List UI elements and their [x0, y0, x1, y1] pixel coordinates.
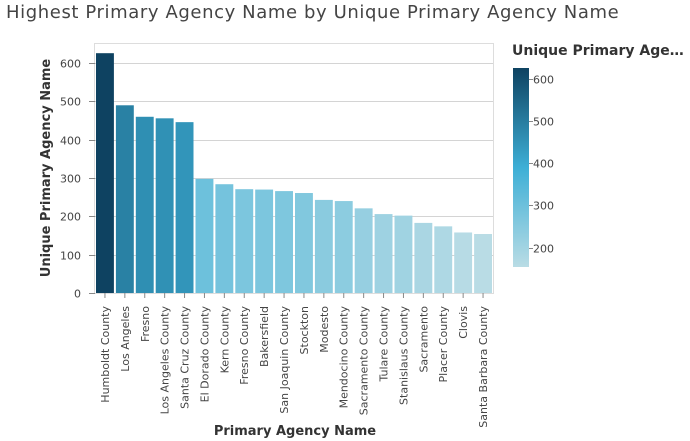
x-tick-label: Sacramento County — [358, 306, 371, 416]
legend-title: Unique Primary Age… — [512, 43, 684, 59]
chart-title: Highest Primary Agency Name by Unique Pr… — [6, 2, 620, 23]
bar[interactable] — [374, 214, 393, 293]
y-tick-label: 500 — [60, 96, 81, 109]
legend-tick-label: 300 — [533, 200, 554, 213]
grid-lines — [95, 63, 493, 294]
legend-tick-label: 200 — [533, 243, 554, 256]
bar[interactable] — [255, 189, 274, 293]
bar[interactable] — [195, 178, 214, 293]
x-tick-label: Santa Cruz County — [179, 306, 192, 409]
bar[interactable] — [115, 105, 134, 293]
bar[interactable] — [135, 116, 154, 293]
y-tick-label: 100 — [60, 250, 81, 263]
x-tick-label: Kern County — [218, 306, 231, 374]
x-tick-label: Humboldt County — [99, 306, 112, 403]
x-tick-label: El Dorado County — [198, 306, 211, 403]
bar[interactable] — [474, 234, 492, 293]
y-tick-label: 0 — [74, 288, 81, 301]
x-tick-label: San Joaquin County — [278, 306, 291, 414]
legend-tick-label: 400 — [533, 158, 554, 171]
bar[interactable] — [354, 208, 373, 293]
x-axis-title: Primary Agency Name — [214, 424, 376, 439]
x-tick-label: Bakersfield — [258, 306, 271, 367]
bar[interactable] — [334, 201, 353, 293]
x-tick-label: Modesto — [318, 306, 331, 353]
x-tick-label: Stanislaus County — [397, 306, 410, 405]
bar[interactable] — [454, 232, 473, 293]
legend-tick-label: 500 — [533, 116, 554, 129]
color-legend: Unique Primary Age… 200 300 400 500 600 — [512, 43, 684, 267]
y-tick-label: 400 — [60, 135, 81, 148]
legend-tick-label: 600 — [533, 74, 554, 87]
bar[interactable] — [175, 122, 194, 294]
plot-frame — [94, 43, 494, 294]
y-tick-label: 200 — [60, 211, 81, 224]
bar[interactable] — [215, 184, 234, 293]
x-axis: Humboldt County Los Angeles Fresno Los Ange… — [99, 293, 490, 428]
x-tick-label: Fresno County — [238, 306, 251, 385]
x-tick-label: Tulare County — [378, 306, 391, 383]
x-tick-label: Mendocino County — [338, 306, 351, 409]
legend-gradient-bar — [513, 68, 529, 267]
bar[interactable] — [295, 193, 313, 293]
y-axis: 0 100 200 300 400 500 600 — [60, 58, 95, 301]
bars — [96, 53, 492, 294]
bar[interactable] — [434, 226, 453, 293]
x-tick-label: Clovis — [457, 306, 470, 339]
x-tick-label: Los Angeles County — [159, 306, 172, 415]
bar[interactable] — [155, 118, 174, 293]
x-tick-label: Stockton — [298, 306, 311, 354]
x-tick-label: Placer County — [437, 306, 450, 383]
bar[interactable] — [314, 199, 333, 293]
x-tick-label: Sacramento — [417, 306, 430, 373]
y-tick-label: 600 — [60, 58, 81, 71]
x-tick-label: Santa Barbara County — [477, 306, 490, 428]
bar[interactable] — [235, 189, 254, 293]
bar[interactable] — [394, 215, 413, 293]
bar[interactable] — [96, 53, 114, 293]
bar[interactable] — [275, 191, 293, 293]
y-axis-title: Unique Primary Agency Name — [39, 59, 54, 278]
x-tick-label: Los Angeles — [119, 306, 132, 372]
x-tick-label: Fresno — [139, 306, 152, 342]
y-tick-label: 300 — [60, 173, 81, 186]
bar[interactable] — [414, 222, 433, 293]
